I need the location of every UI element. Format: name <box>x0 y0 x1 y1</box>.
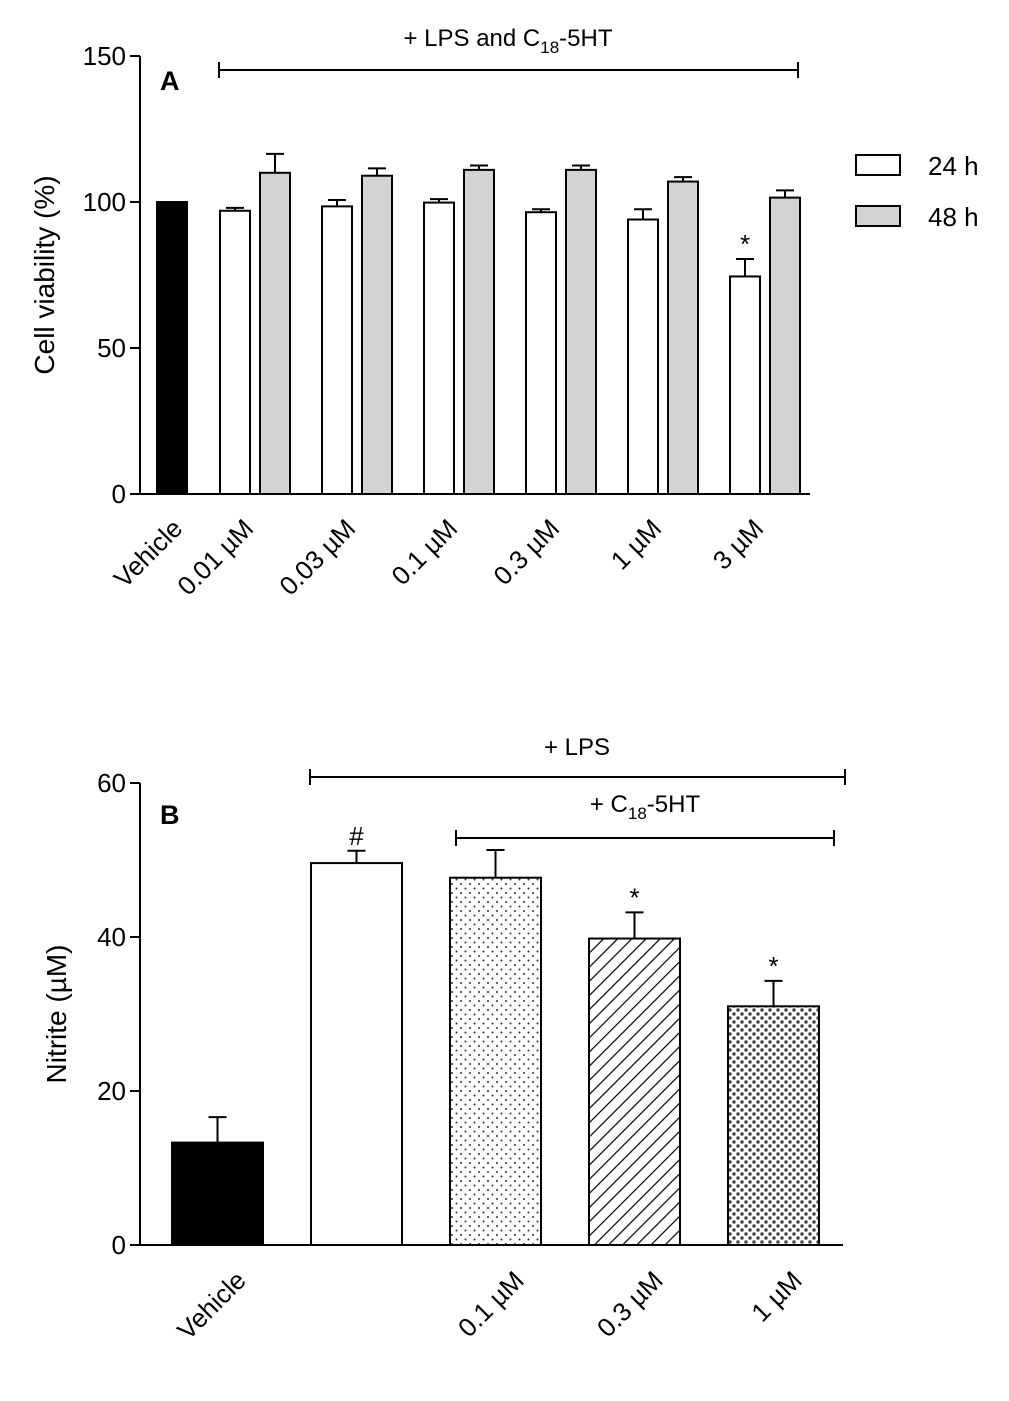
chart-a-y-tick-label: 150 <box>83 41 126 71</box>
chart-b-brackets <box>309 769 846 846</box>
chart-b-bar <box>449 876 542 1247</box>
chart-a-x-tick-label: 0.03 µM <box>273 513 361 601</box>
chart-b-x-tick-label: 1 µM <box>745 1265 807 1327</box>
chart-a-bar <box>219 209 251 495</box>
chart-a-bar <box>463 168 495 495</box>
chart-a-bar <box>729 275 761 495</box>
chart-a-bar <box>525 211 557 495</box>
chart-a-bracket <box>218 62 799 78</box>
chart-a-legend-swatch <box>855 154 901 176</box>
chart-b-significance-mark: * <box>629 882 639 912</box>
chart-a-x-tick-label: 0.3 µM <box>487 513 565 591</box>
chart-a-bar <box>361 174 393 495</box>
chart-a-x-tick-label: 0.01 µM <box>171 513 259 601</box>
chart-b-bar <box>727 1005 820 1246</box>
chart-a-bar <box>627 218 659 496</box>
chart-a-legend-label: 24 h <box>928 151 979 181</box>
chart-a-bar-vehicle <box>156 201 188 495</box>
chart-a-ylabel: Cell viability (%) <box>29 175 60 374</box>
chart-a-legend-swatch <box>855 205 901 227</box>
chart-a-bracket-label: + LPS and C18-5HT <box>403 25 612 57</box>
chart-b-outer-bracket-label: + LPS <box>544 734 610 761</box>
chart-b-significance-mark: * <box>768 951 778 981</box>
chart-a-y-tick-label: 0 <box>112 479 126 509</box>
chart-b: Nitrite (µM) B + LPS + C18-5HT 0 20 40 60 #… <box>41 734 846 1346</box>
chart-a-panel-label: A <box>160 66 180 96</box>
chart-b-panel-label: B <box>160 800 180 830</box>
chart-a-significance-mark: * <box>740 229 750 259</box>
chart-b-y-tick-label: 60 <box>97 768 126 798</box>
chart-b-significance-mark: # <box>349 821 364 851</box>
chart-b-x-tick-label: 0.1 µM <box>452 1265 530 1343</box>
chart-a-y-tick-label: 100 <box>83 187 126 217</box>
chart-b-inner-bracket-label: + C18-5HT <box>590 791 701 823</box>
chart-b-bar <box>171 1141 264 1246</box>
chart-b-bar <box>310 862 403 1247</box>
chart-a-bar <box>667 180 699 495</box>
chart-b-x-tick-label: 0.3 µM <box>591 1265 669 1343</box>
chart-b-ylabel: Nitrite (µM) <box>41 944 72 1083</box>
chart-b-axes: 0 20 40 60 <box>97 768 843 1260</box>
chart-a-bar <box>769 196 801 495</box>
chart-a-x-tick-label: 0.1 µM <box>385 513 463 591</box>
chart-b-y-tick-label: 20 <box>97 1076 126 1106</box>
chart-b-bar <box>588 937 681 1246</box>
chart-a-bar <box>423 201 455 495</box>
chart-a: Cell viability (%) A + LPS and C18-5HT 0… <box>29 25 979 601</box>
chart-b-bars: # * * <box>171 821 820 1247</box>
chart-a-bar <box>321 205 353 495</box>
chart-b-y-tick-label: 40 <box>97 922 126 952</box>
chart-a-x-tick-label: 3 µM <box>707 513 769 575</box>
chart-a-y-tick-label: 50 <box>97 333 126 363</box>
chart-b-x-tick-label: Vehicle <box>171 1265 251 1345</box>
chart-a-legend-label: 48 h <box>928 202 979 232</box>
chart-a-bar <box>565 168 597 495</box>
chart-a-x-tick-label: 1 µM <box>605 513 667 575</box>
chart-a-legend: 24 h 48 h <box>855 151 979 232</box>
chart-a-bar <box>259 171 291 496</box>
chart-b-y-tick-label: 0 <box>112 1230 126 1260</box>
chart-b-xtick-labels: Vehicle 0.1 µM 0.3 µM 1 µM <box>171 1265 807 1345</box>
chart-a-bars: * <box>156 152 801 496</box>
